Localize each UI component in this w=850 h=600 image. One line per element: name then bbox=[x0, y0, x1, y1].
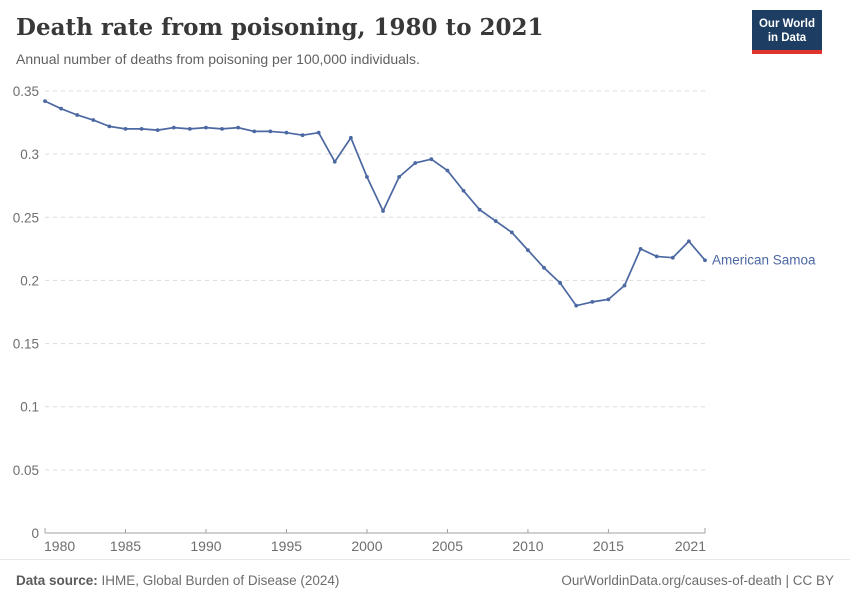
x-tick-label: 1980 bbox=[44, 538, 75, 554]
data-point[interactable] bbox=[687, 239, 691, 244]
owid-logo-red-bar bbox=[752, 50, 822, 54]
data-point[interactable] bbox=[574, 303, 579, 308]
x-tick-label: 2005 bbox=[432, 538, 463, 554]
data-point[interactable] bbox=[43, 99, 47, 104]
data-point[interactable] bbox=[590, 299, 595, 304]
series-end-label[interactable]: American Samoa bbox=[712, 253, 816, 268]
data-point[interactable] bbox=[107, 124, 112, 129]
x-tick-label: 2015 bbox=[593, 538, 624, 554]
data-point[interactable] bbox=[139, 126, 144, 131]
data-point[interactable] bbox=[542, 265, 546, 270]
y-tick-label: 0.35 bbox=[13, 84, 39, 99]
data-point[interactable] bbox=[445, 168, 450, 173]
owid-logo-line2: in Data bbox=[767, 32, 807, 44]
data-point[interactable] bbox=[365, 174, 369, 179]
data-point[interactable] bbox=[316, 130, 321, 135]
data-point[interactable] bbox=[429, 157, 434, 162]
data-source-label: Data source: bbox=[16, 572, 98, 588]
data-point[interactable] bbox=[252, 129, 257, 134]
x-tick-label: 1985 bbox=[110, 538, 141, 554]
data-point[interactable] bbox=[123, 126, 128, 131]
x-tick-label: 2021 bbox=[675, 538, 706, 554]
data-point[interactable] bbox=[268, 129, 273, 134]
data-point[interactable] bbox=[155, 128, 160, 133]
y-tick-label: 0 bbox=[31, 526, 39, 541]
data-point[interactable] bbox=[75, 113, 80, 117]
data-point[interactable] bbox=[638, 246, 643, 251]
chart-title: Death rate from poisoning, 1980 to 2021 bbox=[16, 14, 544, 41]
owid-logo-line1: Our World bbox=[758, 18, 815, 30]
data-point[interactable] bbox=[703, 258, 707, 263]
data-point[interactable] bbox=[348, 135, 353, 140]
y-tick-label: 0.1 bbox=[20, 400, 39, 415]
data-point[interactable] bbox=[397, 174, 402, 179]
data-point[interactable] bbox=[670, 255, 675, 260]
x-tick-label: 1995 bbox=[271, 538, 302, 554]
data-point[interactable] bbox=[236, 125, 241, 130]
series-line-american-samoa[interactable] bbox=[44, 100, 706, 307]
data-point[interactable] bbox=[509, 230, 514, 235]
data-source-text: IHME, Global Burden of Disease (2024) bbox=[97, 572, 340, 588]
data-point[interactable] bbox=[284, 130, 289, 135]
y-tick-label: 0.05 bbox=[13, 463, 39, 478]
data-point[interactable] bbox=[526, 248, 530, 253]
chart-subtitle: Annual number of deaths from poisoning p… bbox=[16, 50, 420, 67]
data-point[interactable] bbox=[59, 106, 63, 111]
x-tick-label: 1990 bbox=[190, 538, 221, 554]
y-tick-label: 0.2 bbox=[20, 273, 39, 288]
data-point[interactable] bbox=[381, 209, 385, 213]
data-point[interactable] bbox=[204, 125, 208, 130]
data-point[interactable] bbox=[477, 207, 482, 212]
data-point[interactable] bbox=[171, 125, 176, 130]
y-tick-label: 0.25 bbox=[13, 210, 39, 225]
data-point[interactable] bbox=[493, 219, 498, 223]
owid-logo[interactable]: Our World in Data bbox=[752, 10, 822, 54]
data-point[interactable] bbox=[622, 283, 627, 288]
x-tick-label: 2000 bbox=[351, 538, 382, 554]
y-tick-label: 0.3 bbox=[20, 147, 39, 162]
data-point[interactable] bbox=[461, 188, 466, 193]
data-point[interactable] bbox=[91, 118, 96, 122]
data-point[interactable] bbox=[300, 133, 305, 138]
data-source: Data source: IHME, Global Burden of Dise… bbox=[16, 573, 339, 588]
chart-footer: Data source: IHME, Global Burden of Dise… bbox=[0, 559, 850, 600]
y-tick-label: 0.15 bbox=[13, 337, 39, 352]
x-tick-label: 2010 bbox=[512, 538, 543, 554]
data-point[interactable] bbox=[606, 297, 611, 302]
data-point[interactable] bbox=[187, 126, 192, 131]
data-point[interactable] bbox=[220, 126, 224, 131]
data-point[interactable] bbox=[654, 254, 659, 259]
owid-url-link[interactable]: OurWorldinData.org/causes-of-death | CC … bbox=[561, 572, 834, 588]
data-point[interactable] bbox=[413, 161, 418, 165]
data-point[interactable] bbox=[558, 281, 563, 285]
data-point[interactable] bbox=[332, 159, 337, 164]
chart-header: Death rate from poisoning, 1980 to 2021 … bbox=[16, 10, 834, 68]
